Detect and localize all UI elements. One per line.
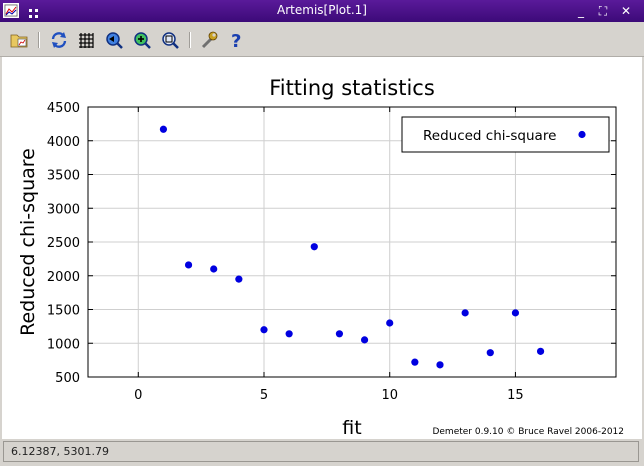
- y-tick-label: 4500: [47, 101, 80, 116]
- data-point: [335, 330, 344, 338]
- window-menu-icon[interactable]: [28, 5, 40, 18]
- y-axis-label: Reduced chi-square: [17, 148, 39, 336]
- legend-label: Reduced chi-square: [423, 128, 556, 144]
- data-point: [486, 349, 494, 357]
- data-point: [436, 361, 444, 369]
- x-tick-label: 15: [507, 388, 524, 403]
- y-tick-label: 3000: [47, 202, 80, 217]
- close-button[interactable]: ✕: [620, 4, 632, 18]
- data-point: [235, 275, 243, 283]
- grid-icon[interactable]: [76, 30, 96, 50]
- plot-area[interactable]: 0 5 10 15 500 1000 1500 2000 2500 3000 3500 4000 450…: [2, 57, 642, 439]
- toolbar: ?: [0, 22, 644, 57]
- x-axis-label: fit: [342, 417, 361, 439]
- data-point: [386, 319, 394, 327]
- chart-title: Fitting statistics: [269, 76, 435, 100]
- data-point: [210, 265, 218, 273]
- minimize-button[interactable]: _: [578, 4, 584, 18]
- legend-marker: [578, 130, 586, 139]
- y-tick-label: 2000: [47, 270, 80, 285]
- data-point: [461, 309, 469, 317]
- y-tick-label: 3500: [47, 169, 80, 184]
- data-point: [411, 358, 419, 366]
- toolbar-separator: [189, 32, 191, 48]
- zoom-out-icon[interactable]: [104, 30, 124, 50]
- credit-text: Demeter 0.9.10 © Bruce Ravel 2006-2012: [432, 427, 624, 437]
- y-tick-label: 2500: [47, 236, 80, 251]
- y-tick-label: 1500: [47, 304, 80, 319]
- refresh-icon[interactable]: [49, 30, 69, 50]
- cursor-coordinates: 6.12387, 5301.79: [11, 445, 109, 458]
- y-tick-label: 1000: [47, 337, 80, 352]
- data-point: [159, 125, 168, 133]
- scatter-chart: 0 5 10 15 500 1000 1500 2000 2500 3000 3500 4000 450…: [17, 76, 624, 439]
- title-bar[interactable]: Artemis[Plot.1] _ ⛶ ✕: [0, 0, 644, 22]
- data-point: [511, 309, 520, 317]
- svg-text:?: ?: [231, 31, 241, 50]
- status-bar: 6.12387, 5301.79: [3, 441, 639, 462]
- data-point: [536, 347, 545, 355]
- window-title: Artemis[Plot.1]: [277, 3, 367, 17]
- zoom-in-icon[interactable]: [132, 30, 152, 50]
- maximize-button[interactable]: ⛶: [598, 4, 608, 18]
- data-point: [260, 326, 268, 334]
- help-icon[interactable]: ?: [227, 30, 247, 50]
- settings-icon[interactable]: [199, 30, 219, 50]
- data-point: [310, 243, 318, 251]
- open-icon[interactable]: [9, 30, 29, 50]
- data-point: [184, 261, 193, 269]
- toolbar-separator: [38, 32, 40, 48]
- x-tick-label: 5: [260, 388, 268, 403]
- x-tick-label: 10: [381, 388, 398, 403]
- zoom-fit-icon[interactable]: [160, 30, 180, 50]
- x-tick-label: 0: [134, 388, 142, 403]
- legend-box: [401, 116, 610, 153]
- data-point: [285, 330, 293, 338]
- data-point: [360, 336, 369, 344]
- app-icon[interactable]: [3, 3, 19, 18]
- y-tick-label: 500: [55, 371, 80, 386]
- y-tick-label: 4000: [47, 135, 80, 150]
